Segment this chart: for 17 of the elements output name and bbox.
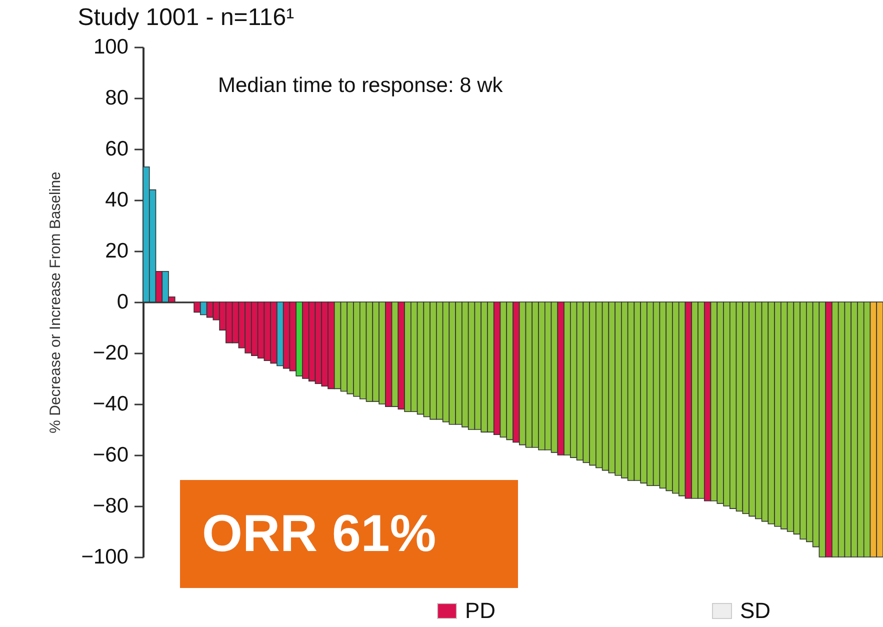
y-tick-label: 60 — [105, 138, 128, 160]
y-tick-label: −20 — [92, 342, 128, 364]
y-tick-label: 0 — [116, 290, 128, 314]
y-tick-label: −60 — [92, 444, 128, 466]
text: SD — [740, 598, 771, 624]
y-tick-label: 80 — [105, 86, 128, 110]
y-tick-label: −80 — [92, 494, 128, 518]
y-tick-label: 40 — [105, 188, 128, 212]
y-tick-label: 100 — [93, 36, 128, 58]
y-tick-label: 20 — [105, 240, 128, 262]
y-tick-label: −100 — [81, 546, 128, 568]
annotation: Median time to response: 8 wk — [218, 74, 503, 98]
y-axis-title: % Decrease or Increase From Baseline — [47, 172, 64, 434]
text: PD — [465, 598, 496, 624]
annotation: ORR 61% — [180, 480, 518, 588]
y-tick-label: −40 — [92, 392, 128, 416]
chart-title: Study 1001 - n=116¹ — [78, 4, 294, 31]
